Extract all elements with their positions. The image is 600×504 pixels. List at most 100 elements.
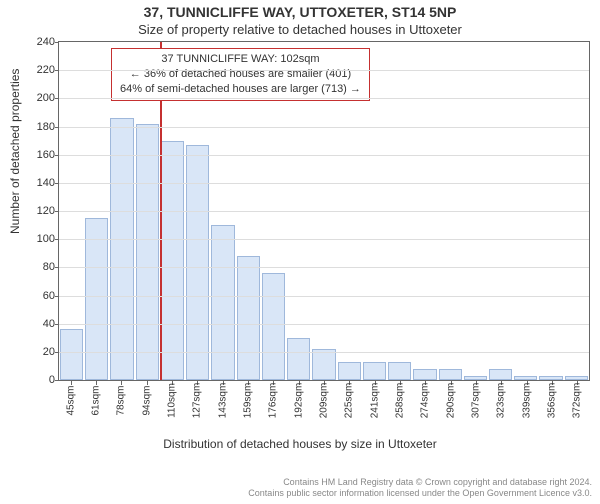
histogram-bar bbox=[161, 141, 184, 380]
x-tick-label: 290sqm bbox=[445, 381, 456, 421]
x-tick: 127sqm bbox=[185, 381, 210, 411]
x-tick-label: 274sqm bbox=[420, 381, 431, 421]
x-tick: 241sqm bbox=[362, 381, 387, 411]
y-axis-label: Number of detached properties bbox=[8, 69, 22, 234]
x-tick: 258sqm bbox=[387, 381, 412, 411]
x-tick: 61sqm bbox=[83, 381, 108, 411]
annotation-line2: ← 36% of detached houses are smaller (40… bbox=[120, 67, 361, 82]
x-tick: 372sqm bbox=[565, 381, 590, 411]
histogram-bar bbox=[287, 338, 310, 380]
x-tick: 45sqm bbox=[58, 381, 83, 411]
gridline bbox=[59, 324, 589, 325]
y-tick-mark bbox=[55, 127, 59, 128]
x-tick-label: 192sqm bbox=[293, 381, 304, 421]
histogram-bar bbox=[211, 225, 234, 380]
histogram-bar bbox=[565, 376, 588, 380]
histogram-bar bbox=[439, 369, 462, 380]
gridline bbox=[59, 183, 589, 184]
x-tick-label: 258sqm bbox=[394, 381, 405, 421]
histogram-bar bbox=[262, 273, 285, 380]
x-tick-label: 241sqm bbox=[369, 381, 380, 421]
histogram-bar bbox=[464, 376, 487, 380]
x-tick: 94sqm bbox=[134, 381, 159, 411]
histogram-bar bbox=[363, 362, 386, 380]
gridline bbox=[59, 296, 589, 297]
x-axis-label: Distribution of detached houses by size … bbox=[0, 437, 600, 451]
x-tick: 209sqm bbox=[311, 381, 336, 411]
gridline bbox=[59, 70, 589, 71]
footer-attribution: Contains HM Land Registry data © Crown c… bbox=[248, 477, 592, 500]
x-tick: 176sqm bbox=[261, 381, 286, 411]
x-tick: 290sqm bbox=[438, 381, 463, 411]
x-tick-label: 356sqm bbox=[546, 381, 557, 421]
gridline bbox=[59, 352, 589, 353]
histogram-bar bbox=[60, 329, 83, 380]
gridline bbox=[59, 267, 589, 268]
x-tick-label: 339sqm bbox=[521, 381, 532, 421]
y-tick-mark bbox=[55, 70, 59, 71]
histogram-bar bbox=[110, 118, 133, 380]
page-title: 37, TUNNICLIFFE WAY, UTTOXETER, ST14 5NP bbox=[0, 4, 600, 20]
x-tick: 307sqm bbox=[463, 381, 488, 411]
plot-area: 37 TUNNICLIFFE WAY: 102sqm ← 36% of deta… bbox=[58, 41, 590, 381]
y-tick-mark bbox=[55, 267, 59, 268]
x-tick: 323sqm bbox=[489, 381, 514, 411]
x-ticks: 45sqm61sqm78sqm94sqm110sqm127sqm143sqm15… bbox=[58, 381, 590, 411]
y-tick-mark bbox=[55, 239, 59, 240]
x-tick-label: 372sqm bbox=[572, 381, 583, 421]
y-tick-mark bbox=[55, 42, 59, 43]
histogram-bar bbox=[413, 369, 436, 380]
y-tick-mark bbox=[55, 211, 59, 212]
footer-line1: Contains HM Land Registry data © Crown c… bbox=[248, 477, 592, 489]
x-tick-label: 127sqm bbox=[192, 381, 203, 421]
x-tick-label: 45sqm bbox=[65, 381, 76, 421]
x-tick: 192sqm bbox=[286, 381, 311, 411]
x-tick: 110sqm bbox=[159, 381, 184, 411]
x-tick-label: 323sqm bbox=[496, 381, 507, 421]
histogram-bar bbox=[186, 145, 209, 380]
y-tick-mark bbox=[55, 352, 59, 353]
gridline bbox=[59, 211, 589, 212]
x-tick-label: 94sqm bbox=[141, 381, 152, 421]
gridline bbox=[59, 127, 589, 128]
x-tick: 274sqm bbox=[413, 381, 438, 411]
histogram-bar bbox=[237, 256, 260, 380]
histogram-bar bbox=[388, 362, 411, 380]
gridline bbox=[59, 155, 589, 156]
annotation-box: 37 TUNNICLIFFE WAY: 102sqm ← 36% of deta… bbox=[111, 48, 370, 101]
page-subtitle: Size of property relative to detached ho… bbox=[0, 22, 600, 37]
y-tick-mark bbox=[55, 324, 59, 325]
footer-line2: Contains public sector information licen… bbox=[248, 488, 592, 500]
x-tick-label: 143sqm bbox=[217, 381, 228, 421]
x-tick: 225sqm bbox=[337, 381, 362, 411]
x-tick: 159sqm bbox=[235, 381, 260, 411]
x-tick-label: 225sqm bbox=[344, 381, 355, 421]
gridline bbox=[59, 98, 589, 99]
y-tick-mark bbox=[55, 155, 59, 156]
histogram-bar bbox=[312, 349, 335, 380]
annotation-line1: 37 TUNNICLIFFE WAY: 102sqm bbox=[120, 52, 361, 67]
x-tick-label: 78sqm bbox=[116, 381, 127, 421]
x-tick-label: 61sqm bbox=[90, 381, 101, 421]
x-tick: 339sqm bbox=[514, 381, 539, 411]
x-tick: 78sqm bbox=[109, 381, 134, 411]
gridline bbox=[59, 239, 589, 240]
x-tick-label: 159sqm bbox=[242, 381, 253, 421]
y-tick-mark bbox=[55, 183, 59, 184]
histogram-bar bbox=[136, 124, 159, 380]
histogram-bar bbox=[539, 376, 562, 380]
y-tick-mark bbox=[55, 296, 59, 297]
x-tick: 356sqm bbox=[539, 381, 564, 411]
histogram-bar bbox=[338, 362, 361, 380]
x-tick-label: 209sqm bbox=[318, 381, 329, 421]
x-tick-label: 307sqm bbox=[470, 381, 481, 421]
histogram-bar bbox=[489, 369, 512, 380]
histogram-bar bbox=[514, 376, 537, 380]
x-tick-label: 176sqm bbox=[268, 381, 279, 421]
histogram-bar bbox=[85, 218, 108, 380]
annotation-line3: 64% of semi-detached houses are larger (… bbox=[120, 82, 361, 97]
y-tick-mark bbox=[55, 98, 59, 99]
x-tick: 143sqm bbox=[210, 381, 235, 411]
x-tick-label: 110sqm bbox=[166, 381, 177, 421]
histogram-chart: 37 TUNNICLIFFE WAY: 102sqm ← 36% of deta… bbox=[58, 41, 590, 411]
